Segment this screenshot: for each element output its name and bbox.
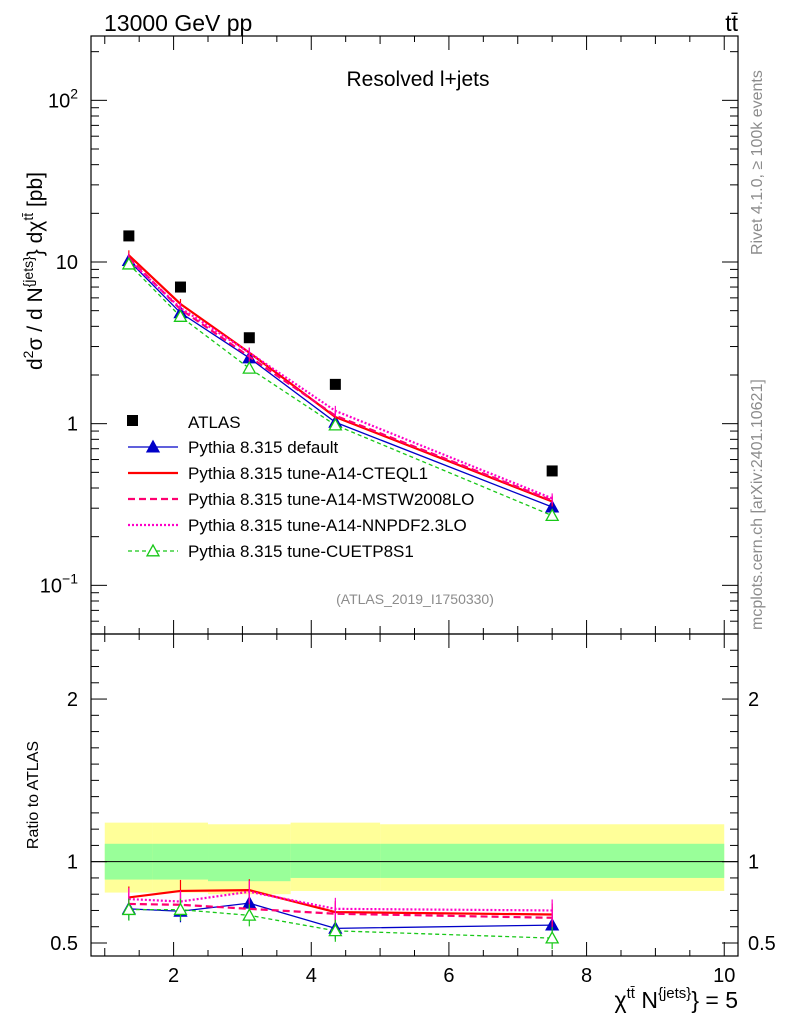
ratio-y-tick-label-right: 0.5 [748,933,776,955]
legend-label-atlas: ATLAS [188,413,241,432]
ratio-point [173,902,188,916]
ratio-y-tick-label-left: 2 [67,689,78,711]
atlas-point [174,281,186,293]
atlas-point [243,332,255,344]
ratio-line-2 [128,902,553,919]
legend: ATLAS Pythia 8.315 default Pythia 8.315 tu… [127,413,474,561]
series-line-4 [128,263,553,517]
series-point [173,309,188,322]
mcplots-side-label: mcplots.cern.ch [arXiv:2401.10621] [749,379,766,630]
y-tick-label: 10 [56,252,78,274]
y-tick-label: 1 [67,414,78,436]
ratio-point [328,923,343,937]
series-point [328,417,343,431]
y-tick-label: 10−1 [40,570,78,597]
x-tick-label: 6 [443,965,454,987]
atlas-point [329,378,341,390]
ratio-point [121,902,136,916]
x-axis-label: χtt̄ N{jets}} = 5 [615,985,738,1013]
legend-marker-4 [145,543,161,557]
analysis-label: (ATLAS_2019_I1750330) [336,591,494,607]
main-y-axis-label: d2σ / d N{jets}} dχtt̄ [pb] [20,172,47,370]
ratio-band-green [290,843,381,878]
header-energy-label: 13000 GeV pp [104,10,252,36]
ratio-point [242,908,257,921]
ratio-point [545,930,560,944]
header-process-label: tt̄ [725,10,738,36]
legend-marker-atlas [127,415,138,426]
x-tick-label: 10 [713,965,735,987]
ratio-line-0 [128,902,553,930]
series-point [121,256,136,270]
atlas-point [123,230,135,242]
ratio-band-green [208,843,291,882]
atlas-point [546,465,558,477]
rivet-side-label: Rivet 4.1.0, ≥ 100k events [749,70,766,255]
x-tick-label: 2 [168,965,179,987]
ratio-y-tick-label-right: 2 [748,689,759,711]
legend-label-0: Pythia 8.315 default [188,438,339,457]
ratio-y-tick-label-right: 1 [748,852,759,874]
ratio-y-tick-label-left: 0.5 [50,933,78,955]
x-tick-label: 8 [581,965,592,987]
ratio-y-axis-label: Ratio to ATLAS [25,741,42,849]
ratio-y-tick-label-left: 1 [67,852,78,874]
x-tick-label: 4 [306,965,317,987]
legend-label-1: Pythia 8.315 tune-A14-CTEQL1 [188,464,428,483]
ratio-panel [90,633,739,957]
ratio-frame [90,633,739,957]
main-panel: Resolved l+jets (ATLAS_2019_I1750330) [90,35,739,635]
chart-title: Resolved l+jets [347,68,490,91]
series-point [242,360,257,374]
legend-label-2: Pythia 8.315 tune-A14-MSTW2008LO [188,490,474,509]
ratio-line-3 [128,890,553,912]
legend-label-4: Pythia 8.315 tune-CUETP8S1 [188,542,414,561]
ratio-band-green [380,843,725,878]
y-tick-label: 102 [48,85,78,112]
legend-label-3: Pythia 8.315 tune-A14-NNPDF2.3LO [188,516,467,535]
series-point [545,508,560,522]
legend-marker-0 [145,439,161,453]
